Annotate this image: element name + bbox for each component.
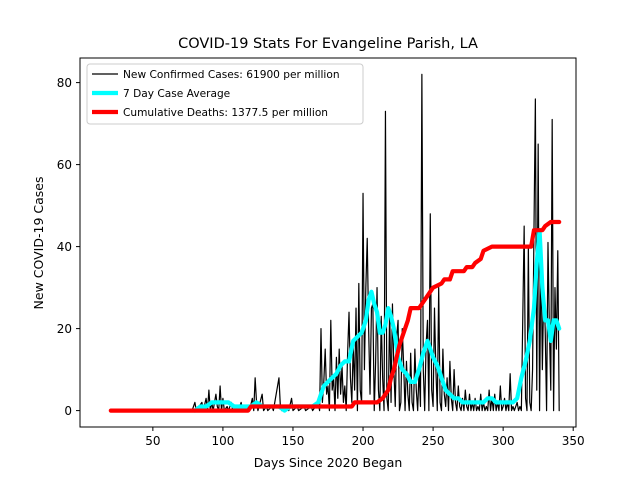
y-tick-label: 20 [57, 322, 72, 336]
chart-title: COVID-19 Stats For Evangeline Parish, LA [178, 36, 478, 52]
y-tick-label: 80 [57, 76, 72, 90]
x-tick-label: 300 [492, 434, 515, 448]
legend: New Confirmed Cases: 61900 per million 7 … [86, 63, 364, 125]
y-axis-label: New COVID-19 Cases [31, 177, 46, 310]
y-tick-label: 0 [64, 404, 72, 418]
legend-label-2: Cumulative Deaths: 1377.5 per million [123, 107, 328, 119]
plot-frame [79, 57, 577, 428]
series-line-0 [110, 73, 560, 412]
legend-box [86, 63, 364, 125]
plot-area [79, 57, 577, 428]
x-tick-label: 50 [145, 434, 160, 448]
y-axis-ticks: 0 20 40 60 80 [57, 76, 80, 418]
legend-label-1: 7 Day Case Average [123, 88, 230, 100]
x-tick-label: 350 [562, 434, 585, 448]
series-line-1 [192, 228, 562, 413]
legend-label-0: New Confirmed Cases: 61900 per million [123, 69, 340, 81]
x-axis-label: Days Since 2020 Began [254, 455, 403, 470]
x-tick-label: 100 [211, 434, 234, 448]
x-tick-label: 200 [352, 434, 375, 448]
x-axis-ticks: 50 100 150 200 250 300 350 [145, 427, 585, 448]
x-tick-label: 250 [422, 434, 445, 448]
y-tick-label: 40 [57, 240, 72, 254]
series-line-2 [108, 219, 562, 413]
y-tick-label: 60 [57, 158, 72, 172]
x-tick-label: 150 [282, 434, 305, 448]
